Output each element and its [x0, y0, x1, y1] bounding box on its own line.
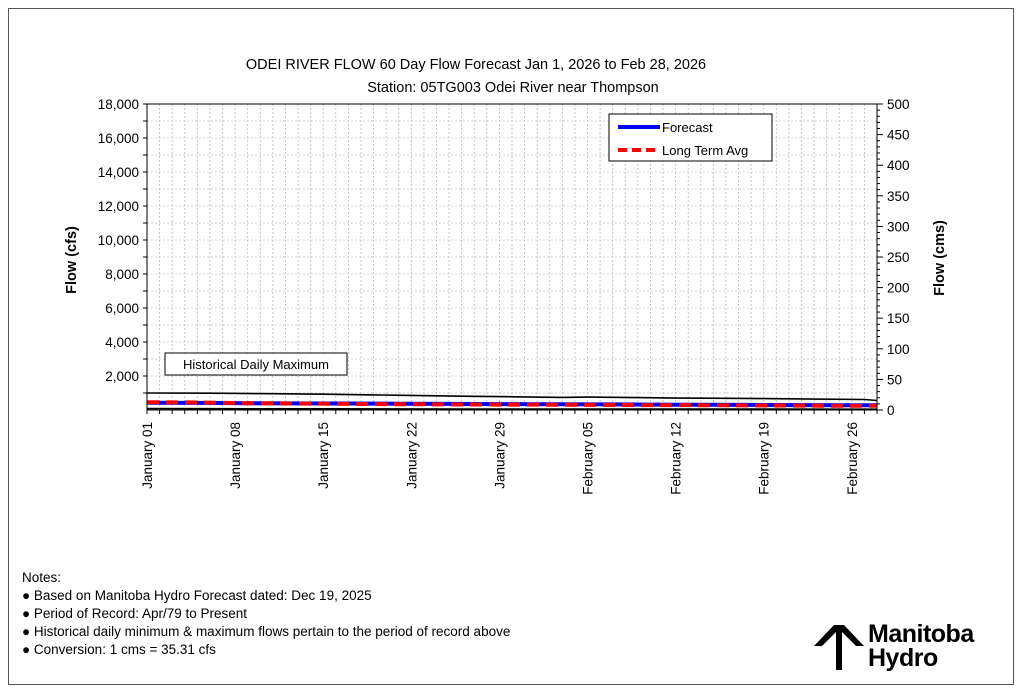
legend-label-forecast: Forecast: [662, 120, 713, 135]
y2-tick-label: 350: [887, 189, 910, 204]
y-tick-label: 14,000: [98, 165, 139, 180]
y-tick-label: 4,000: [105, 335, 139, 350]
series-historical-min-line: [146, 407, 877, 411]
y2-tick-label: 300: [887, 219, 910, 234]
note-item: ● Conversion: 1 cms = 35.31 cfs: [22, 642, 216, 657]
note-item: ● Based on Manitoba Hydro Forecast dated…: [22, 588, 372, 603]
y2-tick-label: 450: [887, 128, 910, 143]
x-tick-label: January 22: [404, 422, 419, 489]
series-layer: [146, 392, 878, 411]
y-tick-label: 6,000: [105, 301, 139, 316]
x-tick-label: February 05: [581, 422, 596, 495]
note-item: ● Historical daily minimum & maximum flo…: [22, 624, 511, 639]
manitoba-hydro-tower-icon: [814, 625, 864, 670]
plot-area-border: [146, 103, 878, 411]
x-tick-label: January 29: [492, 422, 507, 489]
y2-tick-label: 0: [887, 403, 895, 418]
y2-tick-label: 200: [887, 281, 910, 296]
series-long-term-avg-line: [146, 400, 877, 408]
y-tick-label: 10,000: [98, 233, 139, 248]
x-tick-label: February 19: [757, 422, 772, 495]
notes-heading: Notes:: [22, 570, 62, 585]
x-tick-label: February 12: [669, 422, 684, 495]
annotation-text: Historical Daily Maximum: [183, 357, 329, 372]
annotation-historical-max: Historical Daily Maximum: [164, 352, 348, 376]
y-tick-label: 18,000: [98, 97, 139, 112]
y2-tick-label: 400: [887, 158, 910, 173]
y-tick-label: 2,000: [105, 369, 139, 384]
logo-wordmark: Manitoba Hydro: [868, 620, 974, 672]
y-tick-label: 8,000: [105, 267, 139, 282]
notes-block: Notes: ● Based on Manitoba Hydro Forecas…: [22, 569, 510, 659]
y2-axis-label: Flow (cms): [932, 220, 948, 296]
axes: 2,000 4,000 6,000 8,000 10,000 12,000 14,000 16…: [98, 97, 910, 495]
note-item: ● Period of Record: Apr/79 to Present: [22, 606, 248, 621]
y2-tick-label: 250: [887, 250, 910, 265]
x-tick-label: January 15: [316, 422, 331, 489]
manitoba-hydro-logo: Manitoba Hydro: [812, 620, 1012, 676]
legend-label-long-term-avg: Long Term Avg: [662, 143, 748, 158]
legend: Forecast Long Term Avg: [608, 113, 773, 162]
y-axis-label: Flow (cfs): [64, 226, 80, 294]
y2-tick-label: 100: [887, 342, 910, 357]
logo-line1: Manitoba: [868, 620, 974, 648]
legend-box: [608, 113, 773, 162]
chart-subtitle: Station: 05TG003 Odei River near Thompso…: [367, 80, 659, 96]
x-tick-label: January 08: [228, 422, 243, 489]
y-tick-label: 12,000: [98, 199, 139, 214]
grid: [147, 104, 877, 410]
x-tick-label: February 26: [845, 422, 860, 495]
y-tick-label: 16,000: [98, 131, 139, 146]
annotation-box: [164, 352, 348, 376]
x-tick-label: January 01: [140, 422, 155, 489]
y2-tick-label: 150: [887, 311, 910, 326]
series-historical-max-line: [146, 392, 878, 402]
y2-tick-label: 50: [887, 372, 902, 387]
logo-line2: Hydro: [868, 644, 938, 672]
y2-tick-label: 500: [887, 97, 910, 112]
chart-title: ODEI RIVER FLOW 60 Day Flow Forecast Jan…: [246, 57, 706, 73]
